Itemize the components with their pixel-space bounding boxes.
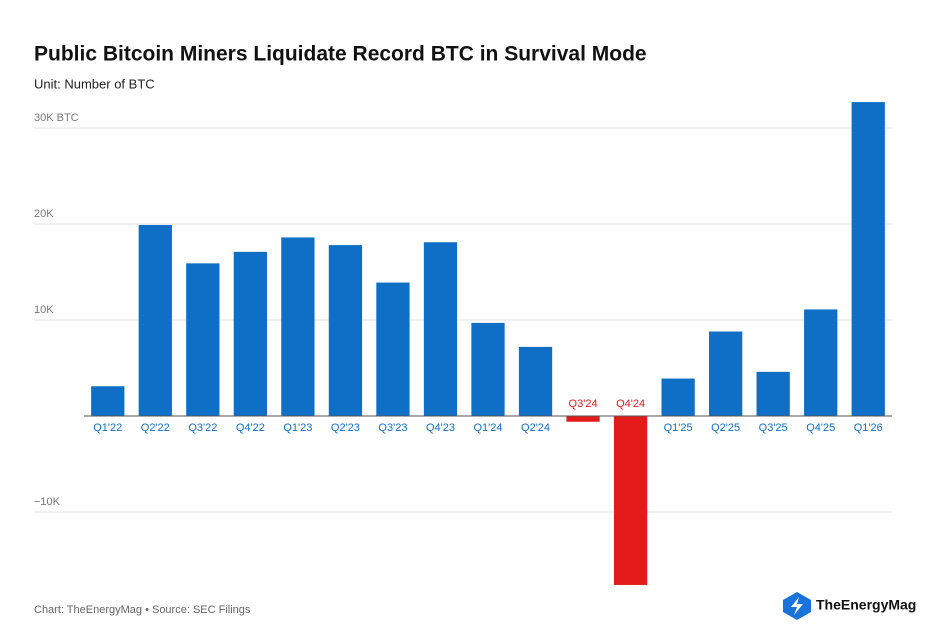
x-tick-label: Q4'25 bbox=[806, 422, 835, 434]
x-tick-label: Q4'24 bbox=[616, 398, 645, 410]
x-tick-label: Q1'23 bbox=[283, 422, 312, 434]
y-tick-label: −10K bbox=[34, 496, 61, 508]
bar bbox=[281, 237, 315, 416]
x-tick-label: Q2'25 bbox=[711, 422, 740, 434]
chart-footer: Chart: TheEnergyMag • Source: SEC Filing… bbox=[34, 604, 251, 616]
x-tick-label: Q1'24 bbox=[473, 422, 502, 434]
x-tick-label: Q3'23 bbox=[378, 422, 407, 434]
bar bbox=[186, 263, 220, 416]
bar bbox=[423, 242, 458, 416]
x-tick-label: Q4'22 bbox=[236, 422, 265, 434]
chart-subtitle: Unit: Number of BTC bbox=[34, 76, 155, 91]
bar bbox=[613, 416, 648, 585]
brand-logo: TheEnergyMag bbox=[783, 592, 916, 620]
bar bbox=[518, 346, 553, 416]
bar bbox=[376, 282, 410, 416]
y-tick-label: 20K bbox=[34, 208, 54, 220]
y-tick-label: 10K bbox=[34, 304, 54, 316]
bar bbox=[138, 224, 172, 416]
bar bbox=[233, 251, 267, 416]
bar bbox=[471, 322, 505, 416]
chart-title: Public Bitcoin Miners Liquidate Record B… bbox=[34, 43, 647, 66]
x-tick-label: Q3'22 bbox=[188, 422, 217, 434]
bar bbox=[91, 386, 125, 416]
bar bbox=[328, 245, 363, 416]
x-tick-label: Q1'26 bbox=[854, 422, 883, 434]
bar bbox=[661, 378, 695, 416]
x-tick-label: Q1'22 bbox=[93, 422, 122, 434]
x-tick-label: Q3'25 bbox=[759, 422, 788, 434]
bar bbox=[566, 416, 600, 422]
x-tick-label: Q2'24 bbox=[521, 422, 550, 434]
logo-bolt bbox=[791, 597, 803, 615]
x-tick-label: Q2'22 bbox=[141, 422, 170, 434]
y-tick-label: 30K BTC bbox=[34, 112, 79, 124]
x-tick-label: Q2'23 bbox=[331, 422, 360, 434]
brand-name: TheEnergyMag bbox=[816, 597, 916, 613]
bar bbox=[804, 309, 838, 416]
bar bbox=[851, 102, 885, 416]
bar bbox=[756, 371, 790, 416]
x-tick-label: Q4'23 bbox=[426, 422, 455, 434]
x-tick-label: Q3'24 bbox=[569, 398, 598, 410]
bar bbox=[709, 331, 743, 416]
x-tick-label: Q1'25 bbox=[664, 422, 693, 434]
